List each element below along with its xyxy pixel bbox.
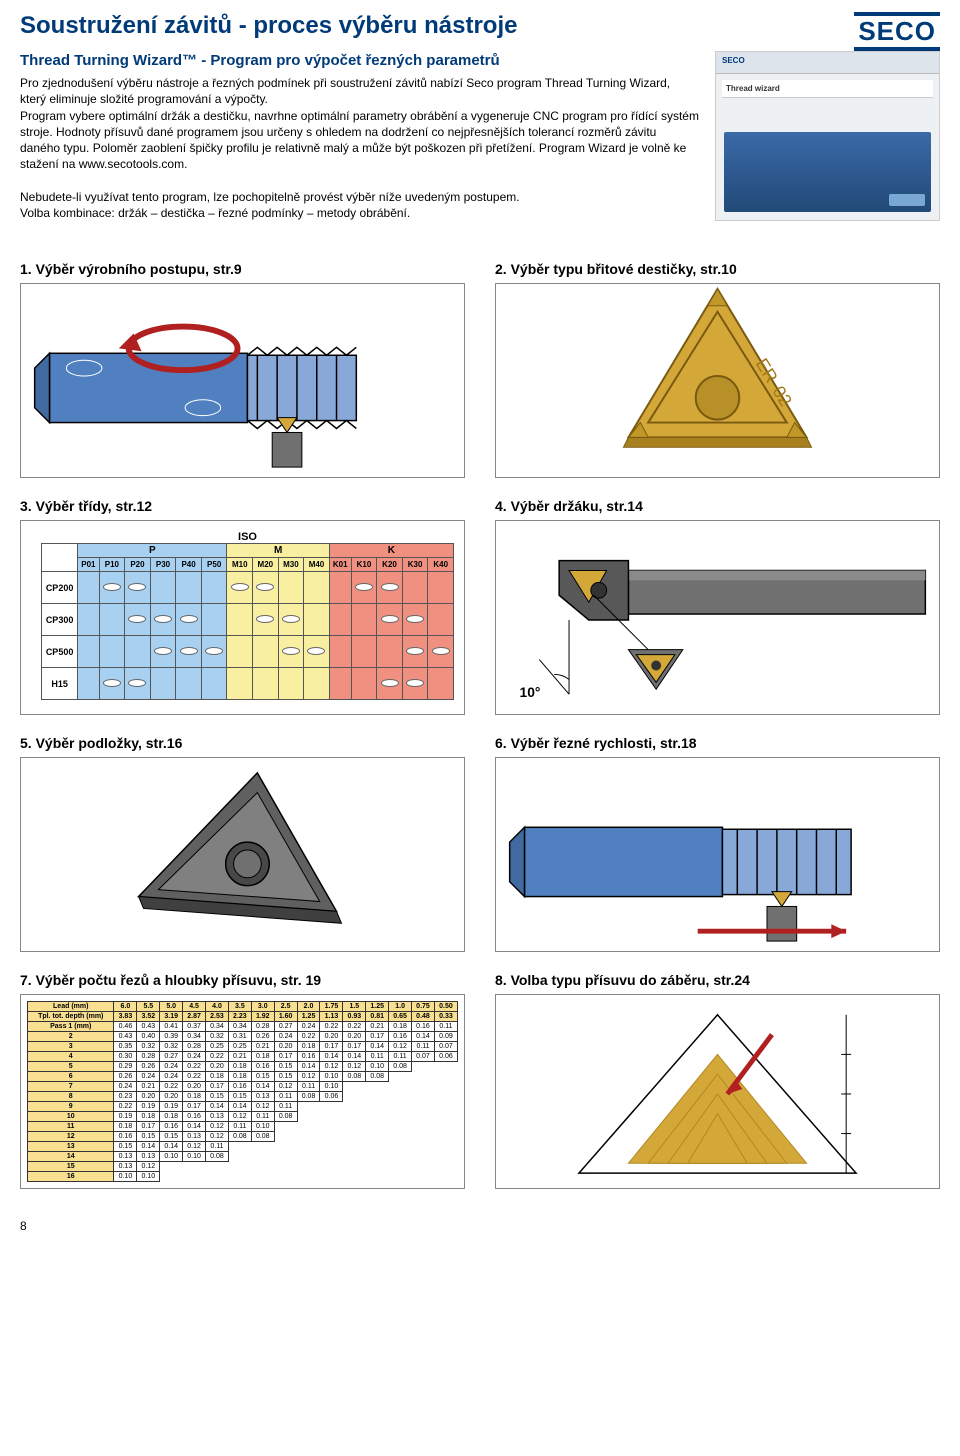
step7-title: 7. Výběr počtu řezů a hloubky přísuvu, s… (20, 972, 465, 988)
step3-figure: ISO P M K P01P10P20P30P40P50M10M20M30M40… (20, 520, 465, 715)
pass-table: Lead (mm)6.05.55.04.54.03.53.02.52.01.75… (27, 1001, 458, 1182)
step1-title: 1. Výběr výrobního postupu, str.9 (20, 261, 465, 277)
step-5: 5. Výběr podložky, str.16 (20, 735, 465, 952)
intro-p4: Volba kombinace: držák – destička – řezn… (20, 205, 699, 221)
step6-figure (495, 757, 940, 952)
angle-label: 10° (520, 684, 541, 700)
intro-subtitle: Thread Turning Wizard™ - Program pro výp… (20, 51, 699, 71)
step1-figure (20, 283, 465, 478)
page-title: Soustružení závitů - proces výběru nástr… (20, 12, 517, 40)
step2-title: 2. Výběr typu břitové destičky, str.10 (495, 261, 940, 277)
page-number: 8 (20, 1219, 940, 1233)
step4-figure: 10° (495, 520, 940, 715)
step-4: 4. Výběr držáku, str.14 10° (495, 498, 940, 715)
intro-p2: Program vybere optimální držák a destičk… (20, 108, 699, 173)
step8-figure (495, 994, 940, 1189)
step-2: 2. Výběr typu břitové destičky, str.10 E… (495, 261, 940, 478)
step6-title: 6. Výběr řezné rychlosti, str.18 (495, 735, 940, 751)
seco-logo: SECO (854, 12, 940, 51)
step5-title: 5. Výběr podložky, str.16 (20, 735, 465, 751)
intro-p3: Nebudete-li využívat tento program, lze … (20, 189, 699, 205)
iso-table: P M K P01P10P20P30P40P50M10M20M30M40K01K… (41, 543, 454, 700)
step8-title: 8. Volba typu přísuvu do záběru, str.24 (495, 972, 940, 988)
screenshot-brand: SECO (716, 52, 939, 74)
step-6: 6. Výběr řezné rychlosti, str.18 (495, 735, 940, 952)
iso-title: ISO (41, 531, 454, 543)
step-7: 7. Výběr počtu řezů a hloubky přísuvu, s… (20, 972, 465, 1189)
step2-figure: ER 02 (495, 283, 940, 478)
intro-p1: Pro zjednodušení výběru nástroje a řezný… (20, 75, 699, 107)
step3-title: 3. Výběr třídy, str.12 (20, 498, 465, 514)
step7-figure: Lead (mm)6.05.55.04.54.03.53.02.52.01.75… (20, 994, 465, 1189)
step-1: 1. Výběr výrobního postupu, str.9 (20, 261, 465, 478)
screenshot-heading: Thread wizard (722, 80, 933, 98)
intro-text: Thread Turning Wizard™ - Program pro výp… (20, 51, 699, 221)
step5-figure (20, 757, 465, 952)
step-3: 3. Výběr třídy, str.12 ISO P M K P01P10P… (20, 498, 465, 715)
step-8: 8. Volba typu přísuvu do záběru, str.24 (495, 972, 940, 1189)
wizard-screenshot: SECO Thread wizard (715, 51, 940, 221)
step4-title: 4. Výběr držáku, str.14 (495, 498, 940, 514)
